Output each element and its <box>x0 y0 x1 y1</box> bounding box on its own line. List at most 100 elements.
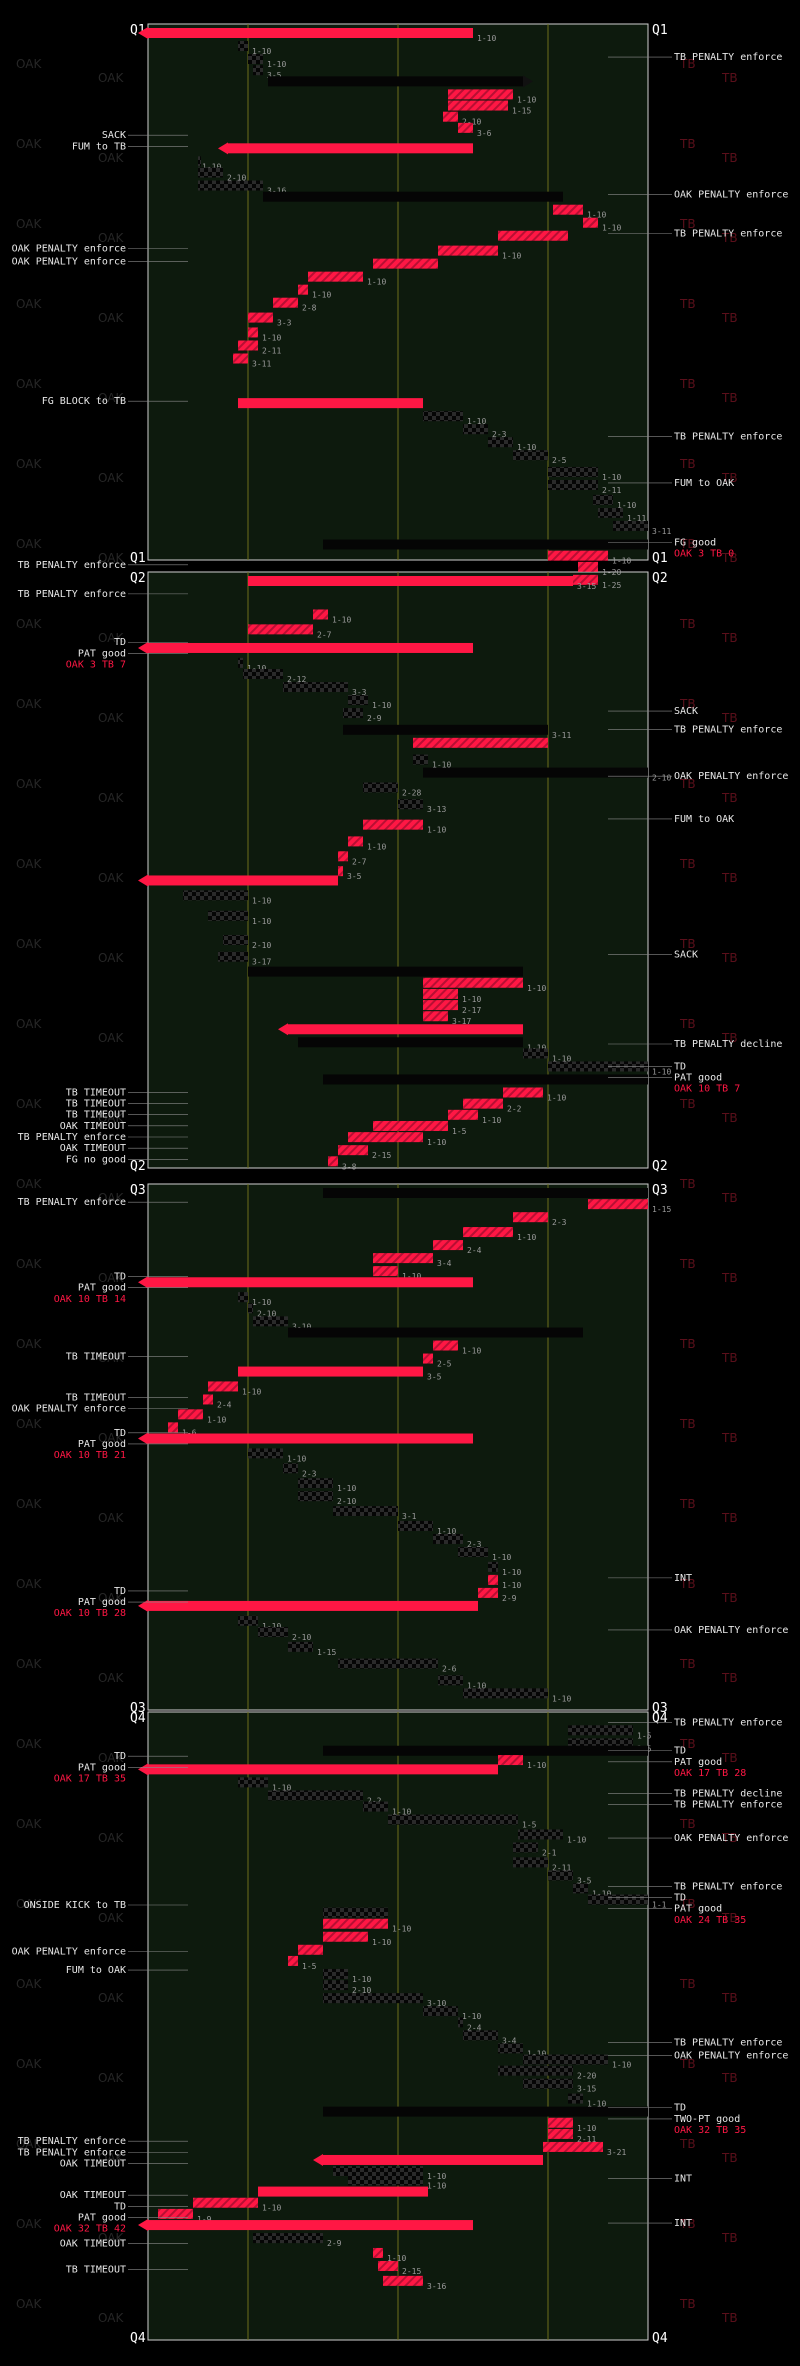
play-bar <box>328 1156 338 1167</box>
event-label: OAK PENALTY enforce <box>12 257 126 268</box>
event-label: FG good <box>674 538 716 549</box>
play-bar <box>523 2054 608 2065</box>
down-distance-label: 3-5 <box>347 872 362 881</box>
play-bar <box>413 737 548 748</box>
event-label: TB PENALTY enforce <box>18 560 126 571</box>
down-distance-label: 3-5 <box>427 1373 442 1382</box>
play-bar <box>348 2175 423 2186</box>
down-distance-label: 1-10 <box>482 1116 501 1125</box>
event-label: INT <box>674 2173 692 2184</box>
play-bar <box>158 2208 193 2219</box>
down-distance-label: 2-11 <box>262 346 281 355</box>
watermark-team-label: TB <box>679 137 696 151</box>
play-bar <box>288 1327 583 1338</box>
play-bar <box>193 2197 258 2208</box>
down-distance-label: 1-10 <box>427 826 446 835</box>
event-label: PAT good <box>78 1597 126 1608</box>
quarter-label: Q1 <box>130 551 146 566</box>
event-label: OAK TIMEOUT <box>60 1143 126 1154</box>
play-bar <box>228 143 473 154</box>
play-bar <box>433 1533 463 1544</box>
down-distance-label: 1-10 <box>267 60 286 69</box>
score-label: OAK 3 TB 7 <box>66 660 126 671</box>
play-bar <box>513 450 548 461</box>
play-bar <box>378 2260 398 2271</box>
play-bar <box>298 1491 333 1502</box>
play-bar <box>498 1755 523 1766</box>
play-bar <box>363 1801 388 1812</box>
play-bar <box>333 2166 423 2177</box>
watermark-team-label: OAK <box>16 1257 42 1271</box>
down-distance-label: 1-10 <box>612 557 631 566</box>
watermark-team-label: TB <box>679 1017 696 1031</box>
play-bar <box>513 1212 548 1223</box>
score-label: OAK 32 TB 35 <box>674 2125 746 2136</box>
play-bar <box>178 1409 203 1420</box>
event-label: FG no good <box>66 1154 126 1165</box>
down-distance-label: 2-2 <box>507 1105 522 1114</box>
down-distance-label: 1-10 <box>392 1925 411 1934</box>
down-distance-label: 3-5 <box>267 71 282 80</box>
watermark-team-label: OAK <box>16 697 42 711</box>
watermark-team-label: TB <box>679 857 696 871</box>
watermark-team-label: TB <box>679 457 696 471</box>
down-distance-label: 2-9 <box>502 1594 517 1603</box>
event-label: TB PENALTY enforce <box>18 2147 126 2158</box>
play-bar <box>373 1253 433 1264</box>
down-distance-label: 1-10 <box>587 2100 606 2109</box>
play-bar <box>598 507 623 518</box>
event-label: OAK TIMEOUT <box>60 2239 126 2250</box>
down-distance-label: 3-5 <box>577 1876 592 1885</box>
play-bar <box>448 89 513 100</box>
event-label: TD <box>674 1893 686 1904</box>
down-distance-label: 1-10 <box>262 1622 281 1631</box>
play-bar <box>548 1061 648 1072</box>
play-bar <box>423 977 523 988</box>
watermark-team-label: TB <box>679 2137 696 2151</box>
down-distance-label: 1-10 <box>462 2012 481 2021</box>
down-distance-label: 1-10 <box>262 2204 281 2213</box>
play-bar <box>338 851 348 862</box>
quarter-label: Q3 <box>652 1183 668 1198</box>
play-bar <box>233 353 248 364</box>
watermark-team-label: TB <box>679 2217 696 2231</box>
play-bar <box>248 54 263 65</box>
event-label: TB TIMEOUT <box>66 2265 126 2276</box>
play-bar <box>573 1883 588 1894</box>
down-distance-label: 1-10 <box>527 984 546 993</box>
down-distance-label: 2-9 <box>327 2239 342 2248</box>
play-bar <box>323 539 648 550</box>
down-distance-label: 1-10 <box>592 1889 611 1898</box>
watermark-team-label: TB <box>679 297 696 311</box>
event-label: FUM to OAK <box>674 814 734 825</box>
event-label: SACK <box>674 950 698 961</box>
play-bar <box>388 1814 518 1825</box>
event-label: TB PENALTY enforce <box>674 725 782 736</box>
play-bar <box>438 245 498 256</box>
play-bar <box>338 866 343 877</box>
watermark-team-label: TB <box>679 1737 696 1751</box>
down-distance-label: 2-17 <box>462 1006 481 1015</box>
watermark-team-label: OAK <box>98 631 124 645</box>
down-distance-label: 2-3 <box>552 1218 567 1227</box>
play-bar <box>588 1894 648 1905</box>
event-label: TD <box>114 1428 126 1439</box>
play-bar <box>383 2275 423 2286</box>
event-label: TB PENALTY enforce <box>674 431 782 442</box>
play-bar <box>548 2117 573 2128</box>
watermark-team-label: TB <box>679 377 696 391</box>
event-label: TB PENALTY enforce <box>18 2136 126 2147</box>
watermark-team-label: TB <box>679 1257 696 1271</box>
down-distance-label: 2-3 <box>467 1540 482 1549</box>
down-distance-label: 2-10 <box>252 941 271 950</box>
watermark-team-label: TB <box>679 617 696 631</box>
arrow-head <box>138 1763 148 1776</box>
play-bar <box>323 1074 648 1085</box>
play-bar <box>198 156 201 167</box>
down-distance-label: 3-16 <box>267 187 286 196</box>
play-bar <box>613 520 648 531</box>
play-bar <box>373 2247 383 2258</box>
watermark-team-label: TB <box>721 1751 738 1765</box>
down-distance-label: 1-10 <box>527 1761 546 1770</box>
